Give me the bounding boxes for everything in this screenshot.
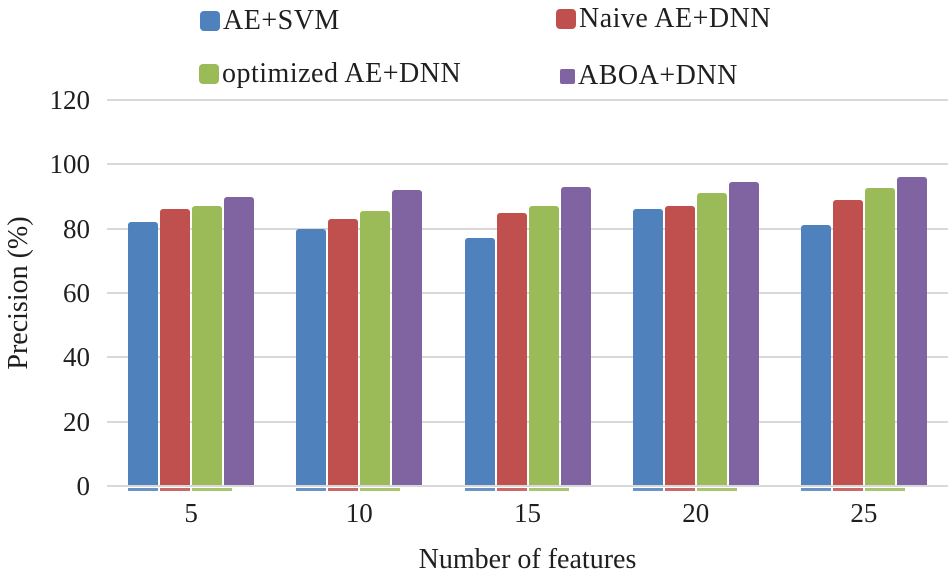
gridline-y100 <box>107 163 948 166</box>
bar-ae-svm-x5 <box>128 222 159 486</box>
y-tick-label-120: 120 <box>49 85 91 115</box>
bar-underhang <box>800 488 831 491</box>
bar-naive-ae-dnn-x15 <box>496 212 527 486</box>
bar-underhang <box>864 488 905 491</box>
bar-ae-svm-x20 <box>632 209 663 486</box>
y-tick-label-40: 40 <box>63 342 90 373</box>
bar-aboa-dnn-x20 <box>728 182 759 486</box>
bar-underhang <box>832 488 863 491</box>
bar-naive-ae-dnn-x25 <box>832 199 863 486</box>
bar-underhang <box>160 488 191 491</box>
y-tick-label-20: 20 <box>63 406 90 437</box>
gridline-y20 <box>107 420 948 423</box>
bar-naive-ae-dnn-x10 <box>328 219 359 486</box>
gridline-y60 <box>107 292 948 294</box>
legend-swatch-aboa-dnn <box>560 68 575 84</box>
bar-underhang <box>328 488 359 491</box>
x-tick-label-25: 25 <box>850 498 878 528</box>
legend-item-aboa-dnn: ABOA+DNN <box>560 62 738 90</box>
legend-label: optimized AE+DNN <box>222 58 462 89</box>
x-axis-title: Number of features <box>418 544 637 575</box>
y-tick-label-100: 100 <box>49 149 91 180</box>
bar-underhang <box>296 488 327 491</box>
x-tick-label-10: 10 <box>345 498 373 528</box>
bar-naive-ae-dnn-x5 <box>160 209 191 486</box>
x-tick-label-5: 5 <box>184 498 198 528</box>
legend-item-optimized-ae-dnn: optimized AE+DNN <box>199 60 461 88</box>
bar-aboa-dnn-x5 <box>224 196 255 486</box>
y-tick-label-0: 0 <box>76 471 91 501</box>
bar-underhang <box>528 488 569 491</box>
bar-aboa-dnn-x25 <box>896 177 927 486</box>
bar-naive-ae-dnn-x20 <box>664 206 695 486</box>
bar-underhang <box>632 488 663 491</box>
bar-ae-svm-x25 <box>800 225 831 486</box>
bar-underhang <box>664 488 695 491</box>
legend-swatch-optimized-ae-dnn <box>199 64 219 84</box>
gridline-y80 <box>107 227 948 230</box>
bar-underhang <box>464 488 495 491</box>
legend-swatch-ae-svm <box>200 11 220 31</box>
bar-ae-svm-x10 <box>296 228 327 486</box>
bar-optimized-ae-dnn-x20 <box>696 193 727 486</box>
bar-aboa-dnn-x15 <box>560 186 591 486</box>
bar-optimized-ae-dnn-x25 <box>864 188 895 486</box>
bar-aboa-dnn-x10 <box>392 190 423 486</box>
x-tick-label-20: 20 <box>682 498 710 528</box>
bar-optimized-ae-dnn-x10 <box>360 210 391 486</box>
bar-ae-svm-x15 <box>464 238 495 486</box>
bar-underhang <box>360 488 401 491</box>
gridline-y120 <box>107 99 948 101</box>
bar-underhang <box>192 488 233 491</box>
gridline-y40 <box>107 356 948 359</box>
legend-item-ae-svm: AE+SVM <box>200 7 340 35</box>
x-tick-label-15: 15 <box>513 498 541 528</box>
legend-label: ABOA+DNN <box>578 60 738 91</box>
bar-underhang <box>128 488 159 491</box>
y-tick-label-60: 60 <box>63 278 90 308</box>
legend-swatch-naive-ae-dnn <box>556 9 576 29</box>
legend-item-naive-ae-dnn: Naive AE+DNN <box>556 5 771 33</box>
bar-optimized-ae-dnn-x5 <box>192 206 223 486</box>
bar-optimized-ae-dnn-x15 <box>528 206 559 486</box>
plot-area <box>107 99 948 491</box>
y-tick-label-80: 80 <box>63 213 90 244</box>
bar-underhang <box>696 488 737 491</box>
legend-label: Naive AE+DNN <box>579 3 772 34</box>
gridline-y0 <box>107 485 948 487</box>
bar-underhang <box>496 488 527 491</box>
legend-label: AE+SVM <box>223 5 340 36</box>
